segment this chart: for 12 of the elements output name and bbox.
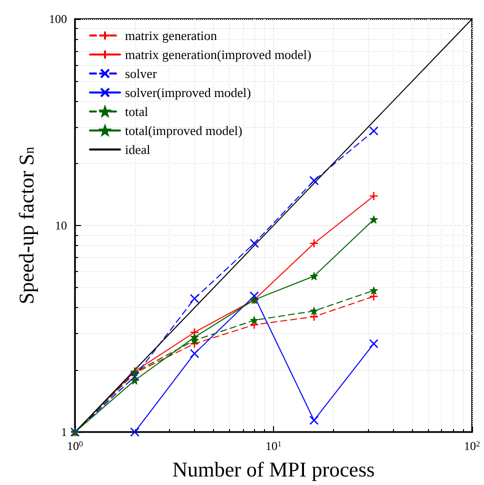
- legend-label: solver: [125, 66, 158, 81]
- y-tick-label: 100: [49, 12, 67, 26]
- y-tick-label: 1: [61, 425, 67, 440]
- legend-label: matrix generation: [125, 28, 218, 43]
- legend-label: matrix generation(improved model): [125, 47, 312, 62]
- x-axis-title: Number of MPI process: [172, 458, 375, 482]
- y-axis-title: Speed-up factor Sn: [14, 146, 38, 304]
- legend-label: total(improved model): [125, 123, 242, 138]
- legend-label: solver(improved model): [125, 85, 251, 100]
- legend-label: total: [125, 104, 148, 119]
- y-tick-label: 10: [55, 218, 67, 233]
- legend-label: ideal: [125, 142, 151, 157]
